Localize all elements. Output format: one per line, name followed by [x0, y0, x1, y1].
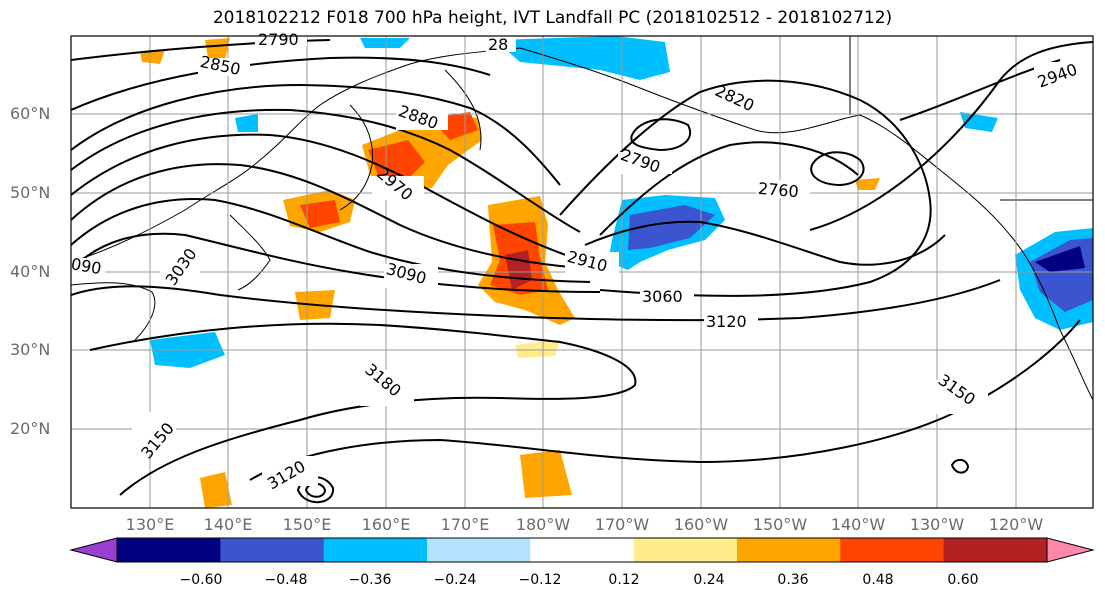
colorbar-extend-low: [69, 537, 118, 563]
lat-label-40n: 40°N: [10, 262, 51, 281]
colorbar-segment: [117, 538, 221, 562]
colorbar-tick: −0.24: [433, 572, 477, 588]
lon-label-150w: 150°W: [752, 515, 808, 534]
lon-label-130e: 130°E: [125, 515, 175, 534]
height-contours: [71, 39, 1093, 504]
colorbar-segment: [943, 538, 1048, 562]
contour-label-28: 28: [488, 35, 508, 54]
lat-label-60n: 60°N: [10, 104, 51, 123]
colorbar-segment: [427, 538, 531, 562]
colorbar-tick: −0.12: [518, 572, 562, 588]
contour-label-3120-mid: 3120: [706, 312, 747, 331]
colorbar-segment: [220, 538, 325, 562]
colorbar-segment: [737, 538, 841, 562]
colorbar-tick: −0.36: [348, 572, 392, 588]
plot-frame: [70, 35, 1094, 509]
contour-label-2790-top: 2790: [258, 30, 299, 49]
colorbar-tick: 0.12: [608, 572, 640, 588]
lon-label-170e: 170°E: [440, 515, 490, 534]
colorbar-segment: [530, 538, 635, 562]
colorbar-tick: 0.24: [693, 572, 725, 588]
lon-label-140w: 140°W: [830, 515, 886, 534]
colorbar-segment: [840, 538, 945, 562]
map-title: 2018102212 F018 700 hPa height, IVT Land…: [212, 8, 893, 28]
colorbar-extend-high: [1046, 537, 1095, 563]
colorbar-segment: [323, 538, 428, 562]
colorbar: [69, 537, 1095, 563]
colorbar-tick: −0.60: [179, 572, 223, 588]
colorbar-segment: [633, 538, 738, 562]
contour-labels: 2790 2850 28 2880 2820 2940 2970 2790 27…: [70, 30, 1086, 493]
colorbar-tick: 0.48: [862, 572, 894, 588]
lon-label-160w: 160°W: [673, 515, 729, 534]
contour-label-3060: 3060: [642, 287, 683, 306]
lat-label-30n: 30°N: [10, 340, 51, 359]
colorbar-tick: −0.48: [264, 572, 308, 588]
contour-label-2760: 2760: [757, 179, 799, 201]
lon-label-160e: 160°E: [361, 515, 411, 534]
lon-label-130w: 130°W: [909, 515, 965, 534]
lat-label-50n: 50°N: [10, 183, 51, 202]
lon-label-150e: 150°E: [282, 515, 332, 534]
lon-label-120w: 120°W: [988, 515, 1044, 534]
lat-label-20n: 20°N: [10, 419, 51, 438]
lon-label-170w: 170°W: [594, 515, 650, 534]
colorbar-tick: 0.60: [947, 572, 979, 588]
lon-label-140e: 140°E: [203, 515, 253, 534]
lon-label-180w: 180°W: [515, 515, 571, 534]
colorbar-tick: 0.36: [777, 572, 809, 588]
